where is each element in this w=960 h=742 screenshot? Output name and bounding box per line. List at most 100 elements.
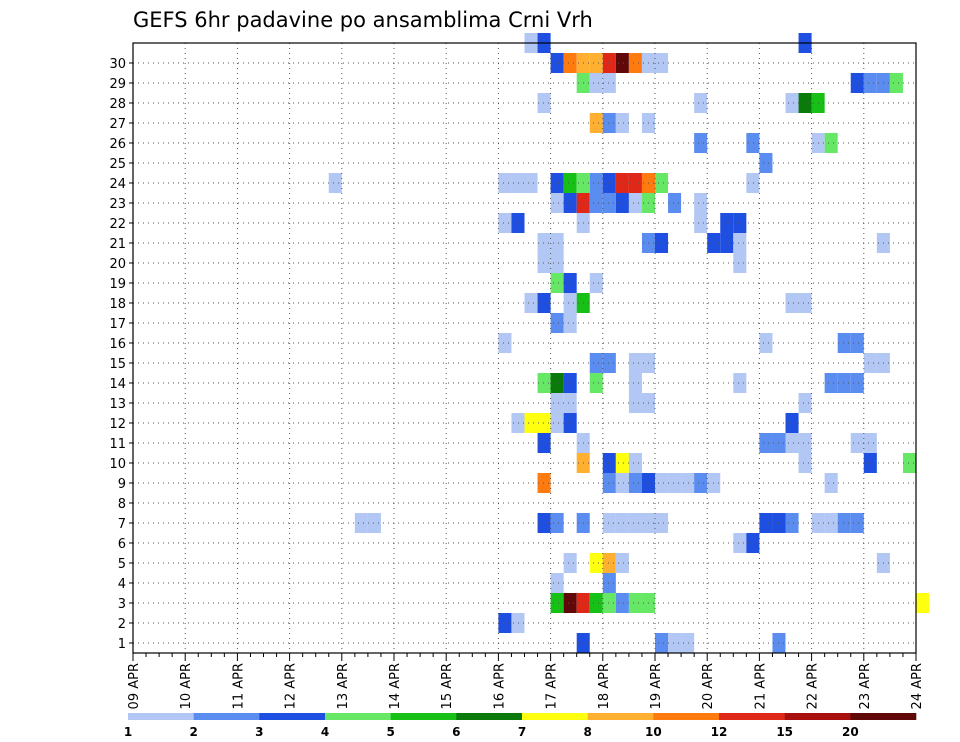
heatmap-cell [589, 273, 603, 293]
colorbar-label: 2 [189, 725, 197, 739]
heatmap-cell [785, 413, 799, 433]
heatmap-cell [589, 553, 603, 573]
heatmap-cell [850, 513, 864, 533]
plot-frame [132, 42, 917, 654]
y-tick-label: 4 [118, 577, 126, 592]
heatmap-cell [655, 633, 669, 653]
heatmap-cell [720, 233, 734, 253]
colorbar-swatch [193, 713, 260, 720]
colorbar-label: 3 [255, 725, 263, 739]
heatmap-cell [694, 193, 708, 213]
heatmap-cell [563, 393, 577, 413]
heatmap-cell [785, 293, 799, 313]
heatmap-cell [537, 253, 551, 273]
heatmap-cell [550, 393, 564, 413]
heatmap-cell [628, 373, 642, 393]
y-tick-label: 25 [109, 157, 126, 172]
heatmap-cells [328, 33, 930, 653]
heatmap-cell [550, 193, 564, 213]
y-tick-label: 20 [109, 257, 126, 272]
heatmap-cell [615, 553, 629, 573]
heatmap-cell [850, 333, 864, 353]
x-tick-label: 14 APR [388, 663, 403, 709]
heatmap-cell [863, 433, 877, 453]
heatmap-cell [863, 353, 877, 373]
heatmap-cell [655, 233, 669, 253]
heatmap-cell [602, 573, 616, 593]
x-tick-label: 15 APR [440, 663, 455, 709]
x-tick-label: 19 APR [649, 663, 664, 709]
y-tick-label: 5 [118, 557, 126, 572]
heatmap-cell [550, 173, 564, 193]
heatmap-cell [511, 213, 525, 233]
heatmap-cell [563, 313, 577, 333]
heatmap-cell [602, 513, 616, 533]
x-tick-label: 22 APR [806, 663, 821, 709]
heatmap-cell [563, 273, 577, 293]
x-tick-label: 11 APR [231, 663, 246, 709]
y-tick-label: 23 [109, 197, 126, 212]
heatmap-cell [628, 193, 642, 213]
colorbar-swatch [128, 713, 194, 720]
x-tick-label: 21 APR [753, 663, 768, 709]
heatmap-cell [655, 473, 669, 493]
y-tick-label: 16 [109, 337, 126, 352]
colorbar-label: 4 [321, 725, 329, 739]
x-axis: 09 APR 10 APR 11 APR 12 APR 13 APR 14 APR 15 A… [127, 653, 925, 709]
x-tick-label: 13 APR [336, 663, 351, 709]
heatmap-cell [550, 53, 564, 73]
y-tick-label: 21 [109, 237, 126, 252]
heatmap-cell [537, 473, 551, 493]
heatmap-cell [798, 433, 812, 453]
colorbar-legend: 1 2 3 4 5 6 7 8 10 12 15 20 [124, 713, 917, 739]
y-tick-label: 2 [118, 617, 126, 632]
heatmap-cell [511, 413, 525, 433]
x-tick-label: 18 APR [597, 663, 612, 709]
heatmap-cell [550, 253, 564, 273]
heatmap-cell [589, 353, 603, 373]
heatmap-cell [550, 513, 564, 533]
y-tick-label: 7 [118, 517, 126, 532]
heatmap-cell [550, 413, 564, 433]
x-tick-label: 20 APR [701, 663, 716, 709]
heatmap-cell [668, 193, 682, 213]
heatmap-cell [602, 173, 616, 193]
y-tick-label: 12 [109, 417, 126, 432]
heatmap-cell [628, 53, 642, 73]
heatmap-cell [759, 513, 773, 533]
heatmap-cell [602, 453, 616, 473]
colorbar-swatch [784, 713, 851, 720]
heatmap-cell [863, 453, 877, 473]
heatmap-cell [563, 373, 577, 393]
heatmap-cell [863, 73, 877, 93]
y-tick-label: 3 [118, 597, 126, 612]
colorbar-swatch [850, 713, 917, 720]
heatmap-cell [354, 513, 368, 533]
heatmap-cell [563, 193, 577, 213]
heatmap-cell [681, 633, 695, 653]
dotted-gridlines [133, 43, 916, 653]
y-tick-label: 6 [118, 537, 126, 552]
heatmap-cell [785, 433, 799, 453]
heatmap-cell [837, 333, 851, 353]
heatmap-cell [694, 93, 708, 113]
colorbar-label: 6 [452, 725, 460, 739]
heatmap-cell [602, 473, 616, 493]
heatmap-cell [615, 593, 629, 613]
y-axis: 1234567891011121314151617181920212223242… [109, 57, 133, 652]
heatmap-cell [602, 53, 616, 73]
heatmap-cell [563, 553, 577, 573]
heatmap-cell [602, 553, 616, 573]
heatmap-cell [367, 513, 381, 533]
y-tick-label: 10 [109, 457, 126, 472]
x-tick-label: 17 APR [545, 663, 560, 709]
heatmap-cell [615, 53, 629, 73]
x-tick-label: 10 APR [179, 663, 194, 709]
heatmap-cell [511, 613, 525, 633]
y-tick-label: 13 [109, 397, 126, 412]
colorbar-swatch [390, 713, 457, 720]
heatmap-cell [602, 73, 616, 93]
heatmap-cell [746, 173, 760, 193]
heatmap-cell [524, 173, 538, 193]
heatmap-cell [550, 593, 564, 613]
